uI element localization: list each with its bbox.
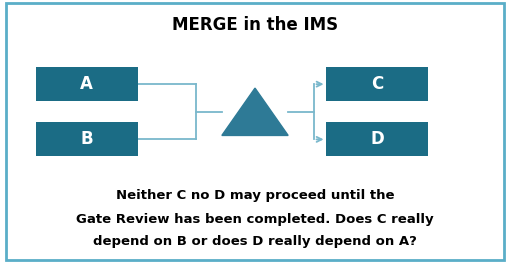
- Text: MERGE in the IMS: MERGE in the IMS: [172, 16, 337, 34]
- Text: C: C: [371, 75, 383, 93]
- Text: depend on B or does D really depend on A?: depend on B or does D really depend on A…: [93, 235, 416, 249]
- Text: Gate Review has been completed. Does C really: Gate Review has been completed. Does C r…: [76, 213, 433, 226]
- FancyBboxPatch shape: [36, 67, 137, 101]
- FancyBboxPatch shape: [36, 122, 137, 156]
- Text: B: B: [80, 130, 93, 148]
- FancyBboxPatch shape: [326, 67, 428, 101]
- Text: Neither C no D may proceed until the: Neither C no D may proceed until the: [116, 189, 393, 203]
- Text: D: D: [370, 130, 383, 148]
- Text: A: A: [80, 75, 93, 93]
- FancyBboxPatch shape: [326, 122, 428, 156]
- Polygon shape: [221, 88, 288, 135]
